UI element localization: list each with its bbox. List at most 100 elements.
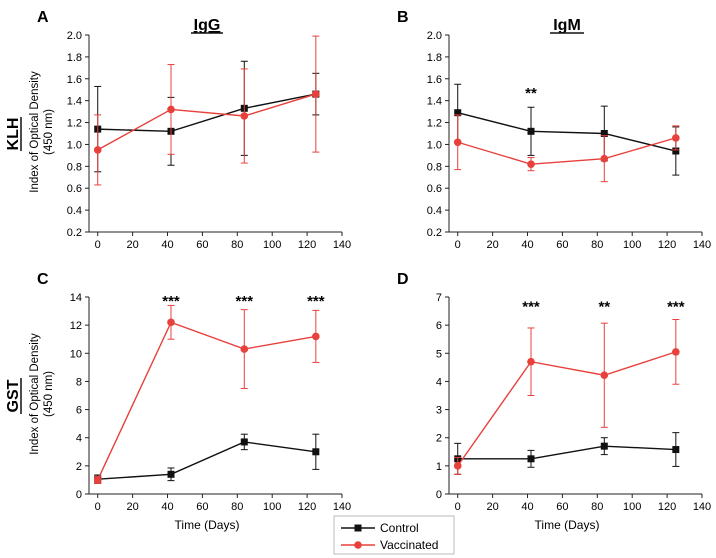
panel-b-control-point — [527, 127, 535, 135]
panel-a-vaccinated-point — [312, 90, 320, 98]
panel-c-control-point — [240, 438, 248, 446]
column-title-igg: IgG — [194, 17, 221, 34]
panel-c-vaccinated-point — [167, 318, 175, 327]
panel-c-y-tick-label: 10 — [70, 348, 82, 360]
panel-a-x-tick-label: 100 — [263, 239, 281, 251]
panel-b-y-tick-label: 1.8 — [427, 52, 442, 64]
panel-c-control-point — [312, 448, 320, 456]
panel-d-vaccinated-point — [672, 348, 680, 356]
panel-a: A 0.2 0.4 0.6 0.8 1.0 1.2 1.4 1.6 1.8 2.0 0 20 40 60 80… — [37, 9, 351, 251]
panel-c-vaccinated-point — [240, 345, 249, 353]
panel-d-x-tick-label: 40 — [521, 501, 533, 513]
panel-b-x-tick-label: 20 — [486, 239, 498, 251]
panel-c-y-tick-label: 6 — [76, 405, 82, 417]
panel-a-y-tick-label: 0.8 — [67, 161, 82, 173]
panel-d-x-tick-label: 100 — [623, 501, 641, 513]
panel-c-y-tick-label: 14 — [70, 292, 82, 304]
panel-b-x-tick-label: 40 — [521, 239, 533, 251]
panel-b-x-tick-label: 0 — [455, 239, 461, 251]
panel-b-vaccinated-line — [457, 137, 677, 165]
panel-b-y-tick-label: 1.2 — [427, 118, 442, 130]
panel-a-x-tick-label: 40 — [161, 239, 173, 251]
panel-a-y-tick-label: 2.0 — [67, 30, 82, 42]
panel-a-x-tick-label: 80 — [231, 239, 243, 251]
legend-control-label: Control — [380, 521, 419, 535]
panel-d-letter: D — [397, 271, 409, 288]
panel-d-x-tick-label: 60 — [556, 501, 568, 513]
panel-d-y-tick-label: 2 — [436, 433, 442, 445]
row-label-gst: GST — [5, 379, 22, 412]
panel-b-y-tick-label: 0.6 — [427, 183, 442, 195]
panel-b-x-tick-label: 100 — [623, 239, 641, 251]
panel-d-vaccinated-point — [600, 371, 609, 380]
panel-a-vaccinated-point — [240, 112, 249, 120]
panel-d-y-tick-label: 0 — [436, 489, 442, 501]
panel-d-significance-label: ** — [598, 298, 610, 315]
panel-a-x-tick-label: 140 — [333, 239, 351, 251]
panel-d-y-tick-label: 1 — [436, 461, 442, 473]
panel-c-x-tick-label: 120 — [298, 501, 316, 513]
panel-b-y-tick-label: 0.4 — [427, 205, 442, 217]
panel-a-y-tick-label: 0.6 — [67, 183, 82, 195]
y-axis-title-bottom-line1: Index of Optical Density — [29, 333, 41, 455]
panel-a-y-tick-label: 0.4 — [67, 205, 82, 217]
panel-d-y-tick-label: 5 — [436, 348, 442, 360]
panel-c-vaccinated-line — [97, 321, 316, 481]
legend-box — [333, 515, 455, 555]
panel-a-y-tick-label: 1.6 — [67, 74, 82, 86]
legend: Control Vaccinated — [333, 515, 455, 555]
panel-b-vaccinated-point — [453, 138, 462, 147]
panel-b-control-point — [672, 147, 680, 155]
panel-d-x-tick-label: 120 — [658, 501, 676, 513]
panel-c-x-tick-label: 80 — [231, 501, 243, 513]
panel-b-control-line — [457, 112, 676, 152]
panel-b-letter: B — [397, 9, 409, 26]
panel-d-y-tick-label: 6 — [436, 320, 442, 332]
panel-d-x-tick-label: 80 — [591, 501, 603, 513]
panel-d-vaccinated-point — [453, 462, 462, 470]
x-axis-title-c: Time (Days) — [175, 518, 240, 532]
panel-c-x-tick-label: 140 — [333, 501, 351, 513]
panel-d-control-point — [672, 446, 680, 454]
panel-c-y-tick-label: 2 — [76, 461, 82, 473]
panel-c-control-line — [97, 441, 316, 480]
panel-b: B 0.2 0.4 0.6 0.8 1.0 1.2 1.4 1.6 1.8 2.0 0 20 40 60 80… — [397, 9, 711, 251]
panel-d-y-tick-label: 4 — [436, 376, 442, 388]
panel-b-y-tick-label: 0.2 — [427, 227, 442, 239]
panel-a-x-tick-label: 20 — [126, 239, 138, 251]
panel-b-control-point — [600, 130, 608, 137]
panel-d-x-tick-label: 140 — [693, 501, 711, 513]
panel-d-vaccinated-line — [457, 351, 677, 467]
panel-a-vaccinated-line — [97, 93, 317, 151]
panel-c-significance-label: *** — [307, 293, 325, 310]
x-axis-title-d: Time (Days) — [535, 518, 600, 532]
panel-d-significance-label: *** — [667, 298, 685, 315]
column-title-igm: IgM — [553, 17, 581, 34]
panel-a-y-tick-label: 1.8 — [67, 52, 82, 64]
panel-d-x-tick-label: 0 — [455, 501, 461, 513]
panel-b-x-tick-label: 140 — [693, 239, 711, 251]
panel-d-x-tick-label: 20 — [486, 501, 498, 513]
panel-c-significance-label: *** — [162, 293, 180, 310]
panel-b-control-point — [454, 109, 462, 117]
panel-a-vaccinated-point — [93, 146, 102, 154]
panel-a-x-tick-label: 60 — [196, 239, 208, 251]
panel-c-vaccinated-point — [93, 476, 102, 484]
panel-b-vaccinated-point — [600, 154, 609, 163]
panel-b-y-tick-label: 1.6 — [427, 74, 442, 86]
panel-a-vaccinated-point — [167, 105, 175, 114]
panel-c-control-point — [167, 470, 175, 478]
panel-c-vaccinated-point — [312, 332, 320, 341]
panel-b-vaccinated-point — [527, 160, 535, 168]
panel-d-y-tick-label: 3 — [436, 405, 442, 417]
panel-d-control-line — [457, 445, 676, 460]
legend-vaccinated-label: Vaccinated — [380, 538, 438, 552]
panel-c-x-tick-label: 20 — [126, 501, 138, 513]
panel-b-significance-label: ** — [525, 85, 537, 102]
panel-b-y-tick-label: 1.4 — [427, 96, 442, 108]
panel-c-significance-label: *** — [236, 293, 254, 310]
panel-c-y-tick-label: 0 — [76, 489, 82, 501]
panel-a-y-tick-label: 1.0 — [67, 139, 82, 151]
